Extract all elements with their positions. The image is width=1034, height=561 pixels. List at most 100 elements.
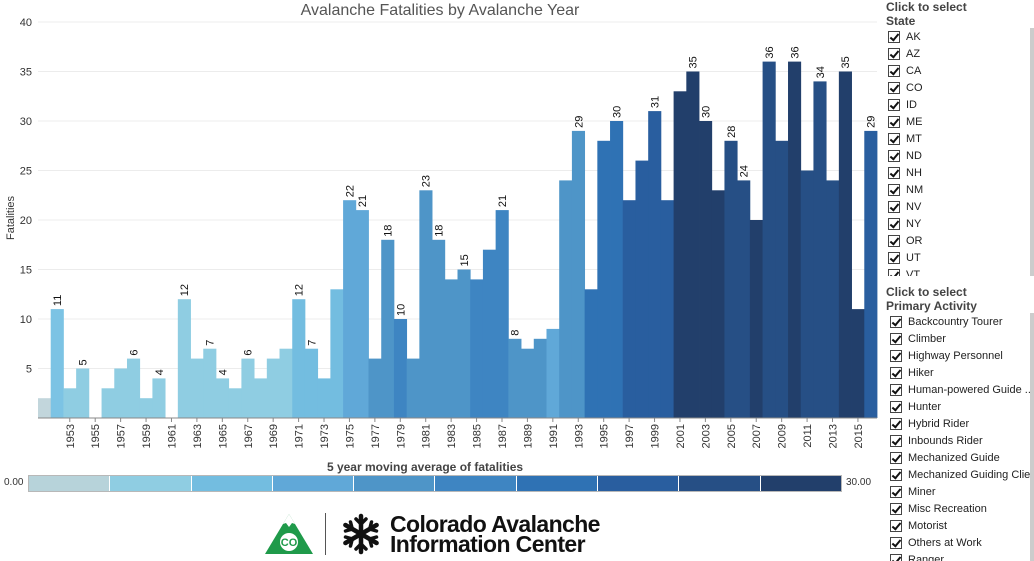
checkbox-checked-icon[interactable] [890, 451, 902, 464]
activity-filter-item[interactable]: Misc Recreation [882, 500, 1034, 517]
checkbox-checked-icon[interactable] [890, 400, 902, 413]
checkbox-checked-icon[interactable] [890, 553, 902, 561]
bar-1958[interactable] [126, 358, 141, 418]
state-filter-item[interactable]: MT [882, 130, 1034, 147]
activity-filter-item[interactable]: Miner [882, 483, 1034, 500]
bar-1991[interactable] [546, 328, 560, 418]
bar-2012[interactable] [813, 81, 827, 419]
checkbox-checked-icon[interactable] [888, 47, 900, 60]
bar-2014[interactable] [838, 71, 852, 419]
bar-1962[interactable] [177, 299, 191, 418]
checkbox-checked-icon[interactable] [890, 332, 902, 345]
activity-filter-item[interactable]: Human-powered Guide .. [882, 381, 1034, 398]
bar-1996[interactable] [610, 121, 624, 418]
state-filter-item[interactable]: ND [882, 147, 1034, 164]
bar-2011[interactable] [800, 170, 814, 419]
bar-2016[interactable] [864, 130, 878, 418]
checkbox-checked-icon[interactable] [888, 268, 900, 276]
bar-1973[interactable] [317, 378, 331, 418]
bar-1985[interactable] [470, 279, 484, 418]
bar-1953[interactable] [63, 388, 77, 418]
checkbox-checked-icon[interactable] [890, 434, 902, 447]
activity-filter-list[interactable]: Backcountry Tourer Climber Highway Personn… [882, 313, 1034, 561]
activity-filter-item[interactable]: Others at Work [882, 534, 1034, 551]
state-filter-item[interactable]: UT [882, 249, 1034, 266]
bar-2000[interactable] [660, 200, 675, 418]
bar-1960[interactable] [152, 378, 166, 418]
activity-filter-item[interactable]: Backcountry Tourer [882, 313, 1034, 330]
activity-filter-item[interactable]: Climber [882, 330, 1034, 347]
bar-1989[interactable] [521, 348, 535, 418]
bar-1987[interactable] [495, 210, 509, 418]
bar-2002[interactable] [686, 71, 700, 419]
state-filter-item[interactable]: NH [882, 164, 1034, 181]
state-filter-item[interactable]: NY [882, 215, 1034, 232]
activity-filter-item[interactable]: Inbounds Rider [882, 432, 1034, 449]
bar-1993[interactable] [571, 130, 586, 418]
checkbox-checked-icon[interactable] [890, 349, 902, 362]
bar-1954[interactable] [76, 368, 90, 419]
bar-1952[interactable] [50, 309, 64, 418]
bar-1967[interactable] [241, 358, 255, 418]
bar-1992[interactable] [559, 180, 573, 418]
bar-1959[interactable] [139, 398, 153, 418]
activity-filter-item[interactable]: Hybrid Rider [882, 415, 1034, 432]
bar-1982[interactable] [432, 239, 446, 418]
bar-1971[interactable] [292, 299, 306, 418]
checkbox-checked-icon[interactable] [888, 166, 900, 179]
checkbox-checked-icon[interactable] [888, 183, 900, 196]
checkbox-checked-icon[interactable] [890, 383, 902, 396]
bar-1969[interactable] [266, 358, 280, 418]
bar-2015[interactable] [851, 309, 865, 418]
activity-filter-scrollbar[interactable] [1030, 313, 1034, 561]
bar-1980[interactable] [406, 358, 420, 418]
bar-2010[interactable] [788, 61, 802, 418]
checkbox-checked-icon[interactable] [888, 115, 900, 128]
bar-1998[interactable] [635, 160, 649, 418]
state-filter-item[interactable]: OR [882, 232, 1034, 249]
bar-1986[interactable] [482, 249, 497, 418]
bar-1995[interactable] [597, 140, 611, 419]
checkbox-checked-icon[interactable] [890, 502, 902, 515]
checkbox-checked-icon[interactable] [888, 217, 900, 230]
bar-1990[interactable] [533, 338, 547, 418]
bar-2004[interactable] [711, 190, 725, 418]
activity-filter-item[interactable]: Motorist [882, 517, 1034, 534]
state-filter-item[interactable]: AK [882, 28, 1034, 45]
bar-2013[interactable] [826, 180, 840, 418]
activity-filter-item[interactable]: Hiker [882, 364, 1034, 381]
state-filter-item[interactable]: AZ [882, 45, 1034, 62]
bar-1999[interactable] [648, 111, 662, 418]
bar-1977[interactable] [368, 358, 382, 418]
bar-1974[interactable] [330, 289, 344, 418]
activity-filter-item[interactable]: Mechanized Guide [882, 449, 1034, 466]
bar-1972[interactable] [304, 348, 319, 418]
bar-2005[interactable] [724, 140, 738, 419]
activity-filter-item[interactable]: Ranger [882, 551, 1034, 561]
state-filter-item[interactable]: VT [882, 266, 1034, 276]
checkbox-checked-icon[interactable] [888, 200, 900, 213]
state-filter-list[interactable]: AK AZ CA CO ID ME MT ND NH NM NV NY OR UT VT [882, 28, 1034, 276]
checkbox-checked-icon[interactable] [888, 30, 900, 43]
state-filter-item[interactable]: NM [882, 181, 1034, 198]
state-filter-item[interactable]: CA [882, 62, 1034, 79]
bar-1976[interactable] [355, 210, 369, 418]
checkbox-checked-icon[interactable] [888, 234, 900, 247]
bar-2009[interactable] [775, 140, 789, 419]
bar-1994[interactable] [584, 289, 598, 418]
checkbox-checked-icon[interactable] [890, 366, 902, 379]
bar-1988[interactable] [508, 338, 522, 418]
activity-filter-item[interactable]: Mechanized Guiding Clie.. [882, 466, 1034, 483]
checkbox-checked-icon[interactable] [888, 251, 900, 264]
checkbox-checked-icon[interactable] [890, 417, 902, 430]
bar-1951[interactable] [38, 398, 52, 418]
checkbox-checked-icon[interactable] [888, 64, 900, 77]
bar-1983[interactable] [444, 279, 458, 418]
bar-1966[interactable] [228, 388, 242, 418]
state-filter-item[interactable]: ID [882, 96, 1034, 113]
state-filter-item[interactable]: CO [882, 79, 1034, 96]
bar-1979[interactable] [393, 319, 408, 418]
bar-1997[interactable] [622, 200, 636, 418]
bar-2001[interactable] [673, 91, 687, 419]
bar-1978[interactable] [381, 239, 395, 418]
